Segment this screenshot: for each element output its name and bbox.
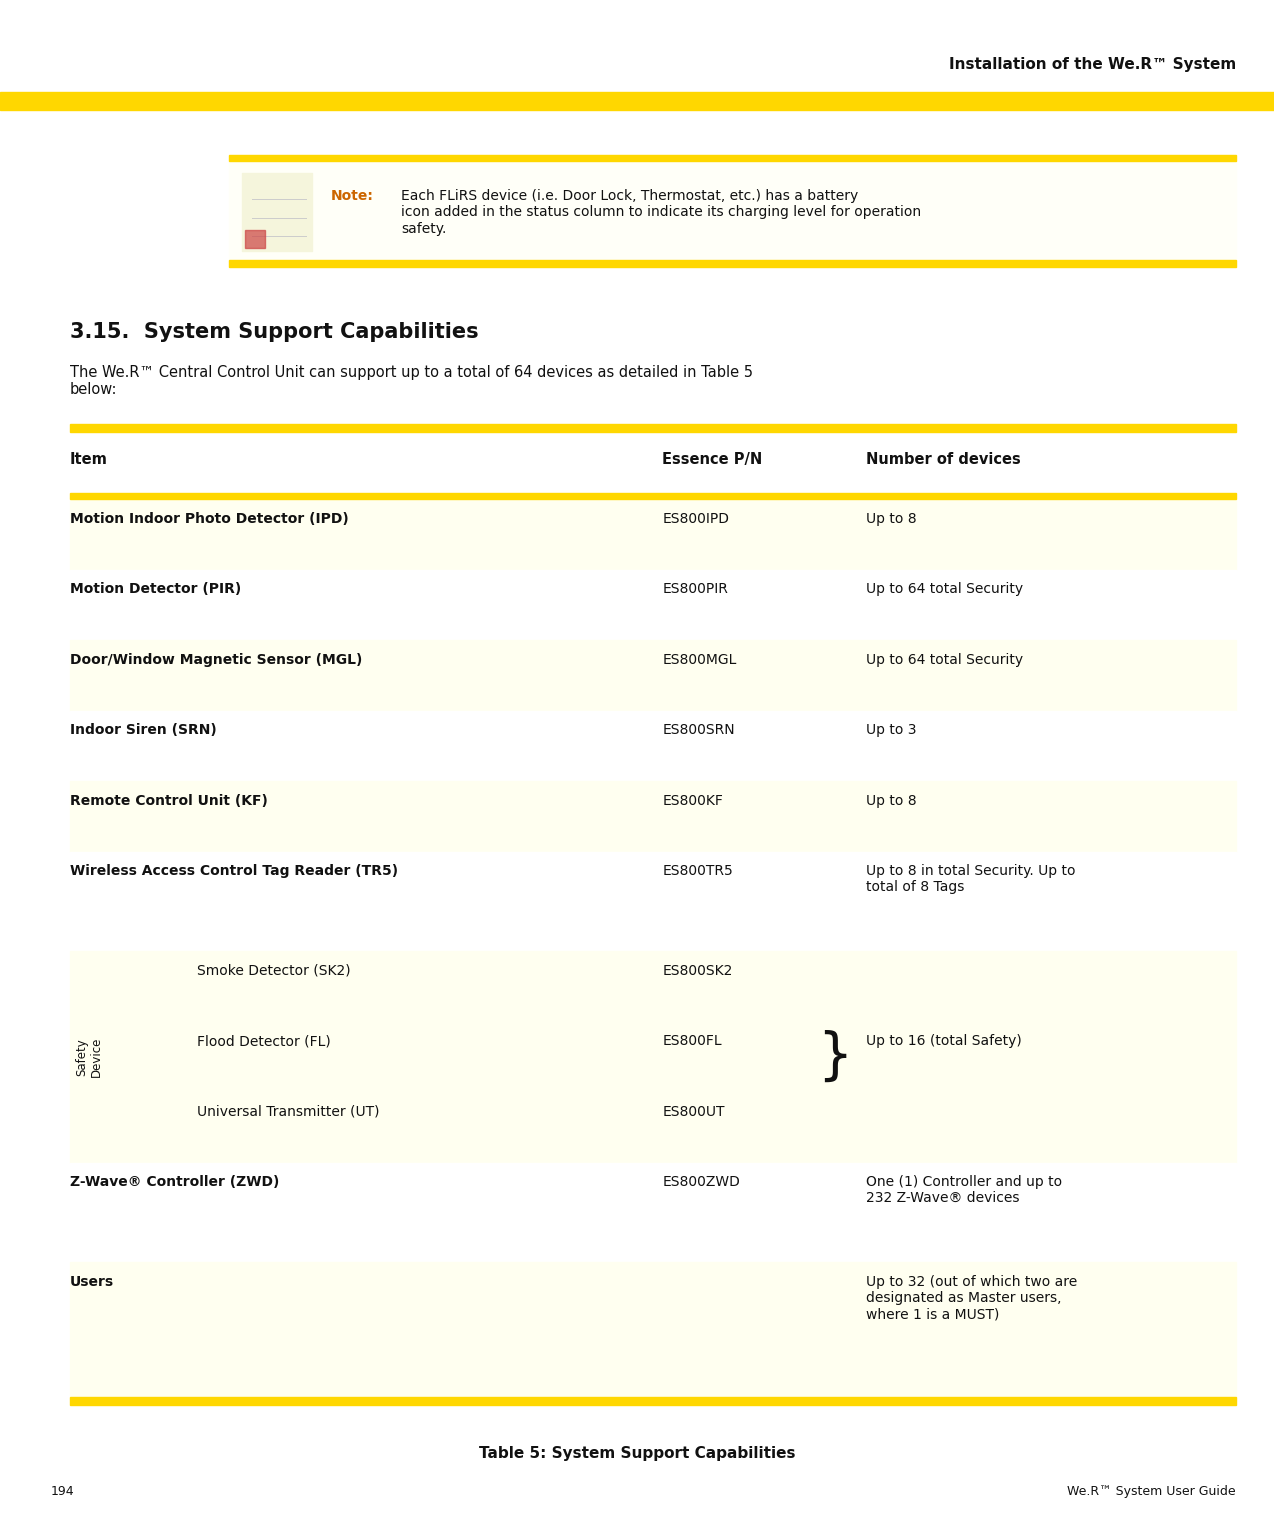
Text: Indoor Siren (SRN): Indoor Siren (SRN): [70, 723, 217, 737]
Text: Up to 64 total Security: Up to 64 total Security: [866, 582, 1023, 596]
Text: 3.15.  System Support Capabilities: 3.15. System Support Capabilities: [70, 322, 479, 342]
Text: Table 5: System Support Capabilities: Table 5: System Support Capabilities: [479, 1446, 795, 1462]
Text: Z-Wave® Controller (ZWD): Z-Wave® Controller (ZWD): [70, 1175, 279, 1189]
Text: Note:: Note:: [331, 190, 375, 204]
Text: ES800PIR: ES800PIR: [662, 582, 729, 596]
Bar: [70, 711, 1236, 781]
Text: ES800UT: ES800UT: [662, 1105, 725, 1118]
Text: Flood Detector (FL): Flood Detector (FL): [197, 1034, 331, 1048]
Bar: [229, 260, 1236, 267]
Text: }: }: [817, 1030, 852, 1085]
Text: Installation of the We.R™ System: Installation of the We.R™ System: [949, 57, 1236, 72]
Text: Up to 16 (total Safety): Up to 16 (total Safety): [866, 1034, 1022, 1048]
Text: One (1) Controller and up to
232 Z-Wave® devices: One (1) Controller and up to 232 Z-Wave®…: [866, 1175, 1063, 1206]
Text: Essence P/N: Essence P/N: [662, 452, 763, 467]
Bar: [229, 155, 1236, 267]
Text: ES800KF: ES800KF: [662, 794, 724, 807]
Text: Each FLiRS device (i.e. Door Lock, Thermostat, etc.) has a battery
icon added in: Each FLiRS device (i.e. Door Lock, Therm…: [401, 190, 921, 236]
Text: ES800IPD: ES800IPD: [662, 512, 730, 525]
Text: Up to 32 (out of which two are
designated as Master users,
where 1 is a MUST): Up to 32 (out of which two are designate…: [866, 1275, 1078, 1321]
Bar: [70, 781, 1236, 852]
Text: Up to 8 in total Security. Up to
total of 8 Tags: Up to 8 in total Security. Up to total o…: [866, 864, 1075, 895]
Bar: [245, 230, 265, 248]
Text: Motion Detector (PIR): Motion Detector (PIR): [70, 582, 241, 596]
Text: Smoke Detector (SK2): Smoke Detector (SK2): [197, 964, 352, 977]
Text: ES800MGL: ES800MGL: [662, 653, 736, 666]
Text: Item: Item: [70, 452, 108, 467]
Text: Safety
Device: Safety Device: [75, 1037, 103, 1077]
Text: Users: Users: [70, 1275, 115, 1288]
Text: The We.R™ Central Control Unit can support up to a total of 64 devices as detail: The We.R™ Central Control Unit can suppo…: [70, 365, 753, 397]
Bar: [70, 440, 1236, 493]
Text: Remote Control Unit (KF): Remote Control Unit (KF): [70, 794, 268, 807]
Text: Up to 8: Up to 8: [866, 794, 917, 807]
Bar: [70, 424, 1236, 432]
Bar: [70, 1262, 1236, 1400]
Bar: [0, 92, 1274, 110]
Bar: [70, 493, 1236, 499]
Bar: [70, 640, 1236, 711]
Text: Motion Indoor Photo Detector (IPD): Motion Indoor Photo Detector (IPD): [70, 512, 349, 525]
Text: Up to 8: Up to 8: [866, 512, 917, 525]
Text: Wireless Access Control Tag Reader (TR5): Wireless Access Control Tag Reader (TR5): [70, 864, 399, 878]
Text: Up to 3: Up to 3: [866, 723, 917, 737]
Bar: [70, 852, 1236, 951]
Text: Universal Transmitter (UT): Universal Transmitter (UT): [197, 1105, 380, 1118]
Text: Up to 64 total Security: Up to 64 total Security: [866, 653, 1023, 666]
Text: ES800FL: ES800FL: [662, 1034, 722, 1048]
Bar: [229, 155, 1236, 161]
Text: ES800SK2: ES800SK2: [662, 964, 733, 977]
Text: ES800SRN: ES800SRN: [662, 723, 735, 737]
Bar: [70, 1397, 1236, 1405]
Text: We.R™ System User Guide: We.R™ System User Guide: [1068, 1486, 1236, 1498]
Text: 194: 194: [51, 1486, 75, 1498]
Text: ES800TR5: ES800TR5: [662, 864, 734, 878]
Bar: [242, 173, 312, 251]
Bar: [70, 1163, 1236, 1262]
Bar: [70, 570, 1236, 640]
Bar: [70, 499, 1236, 570]
Text: Door/Window Magnetic Sensor (MGL): Door/Window Magnetic Sensor (MGL): [70, 653, 362, 666]
Bar: [70, 951, 1236, 1022]
Bar: [70, 1022, 1236, 1092]
Text: Number of devices: Number of devices: [866, 452, 1020, 467]
Bar: [70, 1092, 1236, 1163]
Text: ES800ZWD: ES800ZWD: [662, 1175, 740, 1189]
